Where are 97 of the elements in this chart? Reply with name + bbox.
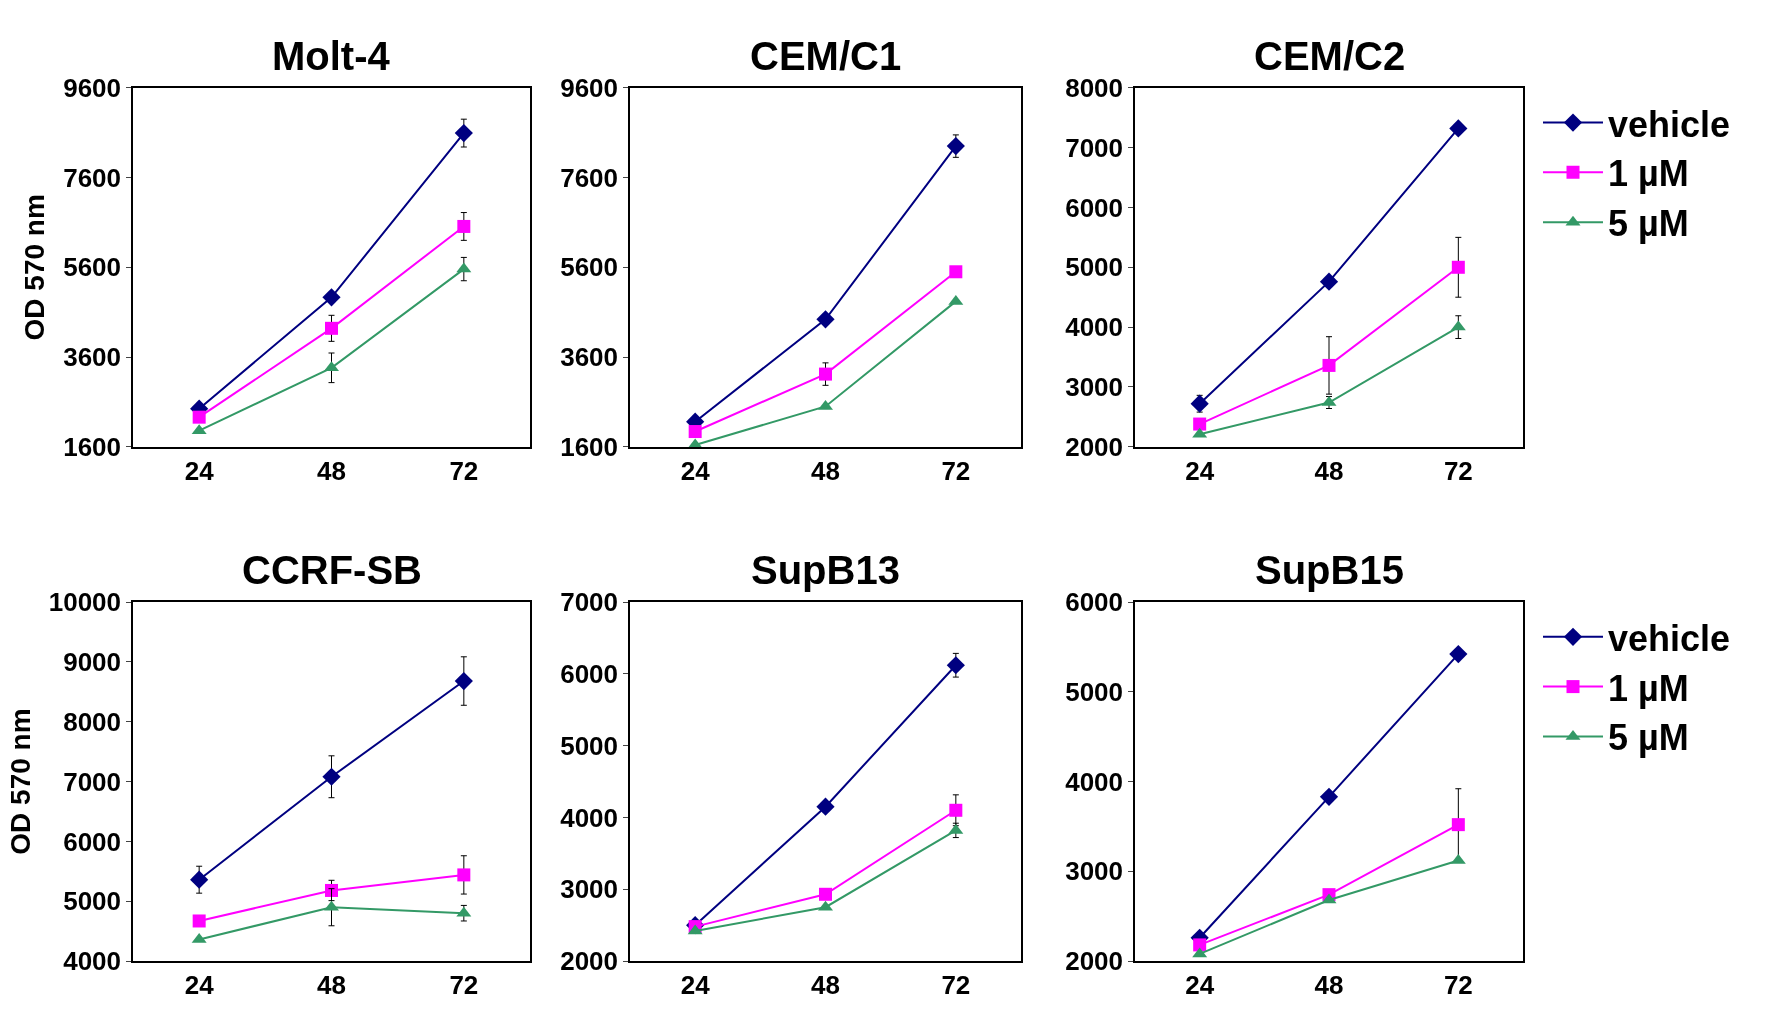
point — [1449, 645, 1468, 664]
point — [1451, 260, 1465, 274]
x-tick-label: 48 — [811, 455, 840, 486]
point — [325, 883, 338, 897]
y-tick-label: 4000 — [1065, 766, 1124, 797]
point — [1193, 938, 1207, 952]
point — [457, 219, 471, 233]
y-tick-label: 7000 — [560, 587, 619, 618]
x-tick-label: 24 — [184, 455, 215, 486]
y-tick-label: 2000 — [1065, 946, 1124, 977]
y-tick-label: 2000 — [1065, 431, 1124, 462]
point — [819, 887, 832, 901]
point — [1451, 818, 1465, 832]
legend-label: 5 µM — [1608, 203, 1689, 245]
point — [1319, 272, 1339, 291]
x-tick-label: 24 — [680, 455, 711, 486]
y-tick-label: 6000 — [63, 826, 122, 857]
y-tick-label: 5000 — [63, 886, 122, 917]
point — [454, 671, 473, 691]
point — [819, 367, 832, 381]
y-tick-label: 3000 — [560, 874, 619, 905]
x-tick-label: 24 — [1185, 455, 1215, 486]
point — [325, 321, 338, 335]
point — [192, 914, 206, 928]
y-tick-label: 4000 — [1065, 312, 1124, 343]
y-tick-label: 2000 — [560, 946, 619, 977]
point — [946, 137, 965, 156]
y-axis-title: OD 570 nm — [19, 194, 51, 341]
chart-title: Molt-4 — [272, 34, 391, 78]
x-tick-label: 48 — [1314, 970, 1344, 1001]
x-tick-label: 72 — [449, 455, 479, 486]
x-tick-label: 72 — [1443, 970, 1473, 1001]
y-axis-title: OD 570 nm — [4, 708, 36, 855]
x-tick-label: 48 — [317, 970, 346, 1001]
chart-title: SupB13 — [751, 548, 900, 592]
y-tick-label: 4000 — [560, 802, 619, 833]
y-tick-label: 3600 — [560, 342, 619, 373]
y-tick-label: 7000 — [63, 766, 122, 797]
point — [1190, 394, 1209, 413]
chart-title: CCRF-SB — [242, 548, 422, 592]
point — [1322, 358, 1336, 372]
y-tick-label: 7600 — [560, 162, 619, 193]
y-tick-label: 6000 — [1065, 587, 1124, 618]
x-tick-label: 24 — [680, 970, 711, 1001]
point — [457, 868, 471, 882]
y-tick-label: 4000 — [63, 946, 122, 977]
point — [688, 425, 702, 439]
x-tick-label: 72 — [449, 970, 479, 1001]
point — [454, 124, 473, 143]
y-tick-label: 7600 — [63, 162, 122, 193]
point — [192, 410, 206, 424]
y-tick-label: 10000 — [48, 587, 122, 618]
y-tick-label: 8000 — [63, 706, 122, 737]
x-tick-label: 24 — [1185, 970, 1215, 1001]
point — [322, 767, 341, 786]
x-tick-label: 48 — [811, 970, 840, 1001]
y-tick-label: 9600 — [63, 72, 122, 103]
point — [322, 288, 341, 307]
y-tick-label: 5600 — [560, 252, 619, 283]
legend-label: 5 µM — [1608, 717, 1689, 759]
y-tick-label: 6000 — [560, 658, 619, 689]
legend-label: 1 µM — [1608, 667, 1689, 709]
chart-title: SupB15 — [1255, 548, 1404, 592]
point — [949, 803, 963, 817]
y-tick-label: 6000 — [1065, 192, 1124, 223]
y-tick-label: 5000 — [560, 730, 619, 761]
legend-label: vehicle — [1608, 103, 1731, 145]
point — [1449, 119, 1468, 138]
chart-title: CEM/C2 — [1254, 34, 1406, 78]
point — [816, 310, 835, 329]
legend-label: vehicle — [1608, 617, 1731, 659]
y-tick-label: 8000 — [1065, 72, 1124, 103]
y-tick-label: 3000 — [1065, 856, 1124, 887]
y-tick-label: 5600 — [63, 252, 122, 283]
point — [1319, 787, 1339, 806]
y-tick-label: 1600 — [63, 431, 122, 462]
x-tick-label: 24 — [184, 970, 215, 1001]
y-tick-label: 1600 — [560, 431, 619, 462]
chart-title: CEM/C1 — [750, 34, 902, 78]
y-tick-label: 9000 — [63, 646, 122, 677]
y-tick-label: 3000 — [1065, 372, 1124, 403]
y-tick-label: 3600 — [63, 342, 122, 373]
x-tick-label: 72 — [1443, 455, 1473, 486]
legend-label: 1 µM — [1608, 153, 1689, 195]
x-tick-label: 48 — [317, 455, 346, 486]
point — [946, 656, 965, 675]
x-tick-label: 72 — [941, 455, 971, 486]
point — [1193, 417, 1207, 431]
x-tick-label: 72 — [941, 970, 971, 1001]
x-tick-label: 48 — [1314, 455, 1344, 486]
y-tick-label: 5000 — [1065, 252, 1124, 283]
y-tick-label: 7000 — [1065, 132, 1124, 163]
point — [949, 265, 963, 279]
y-tick-label: 5000 — [1065, 676, 1124, 707]
point — [816, 797, 835, 816]
point — [190, 870, 209, 889]
y-tick-label: 9600 — [560, 72, 619, 103]
